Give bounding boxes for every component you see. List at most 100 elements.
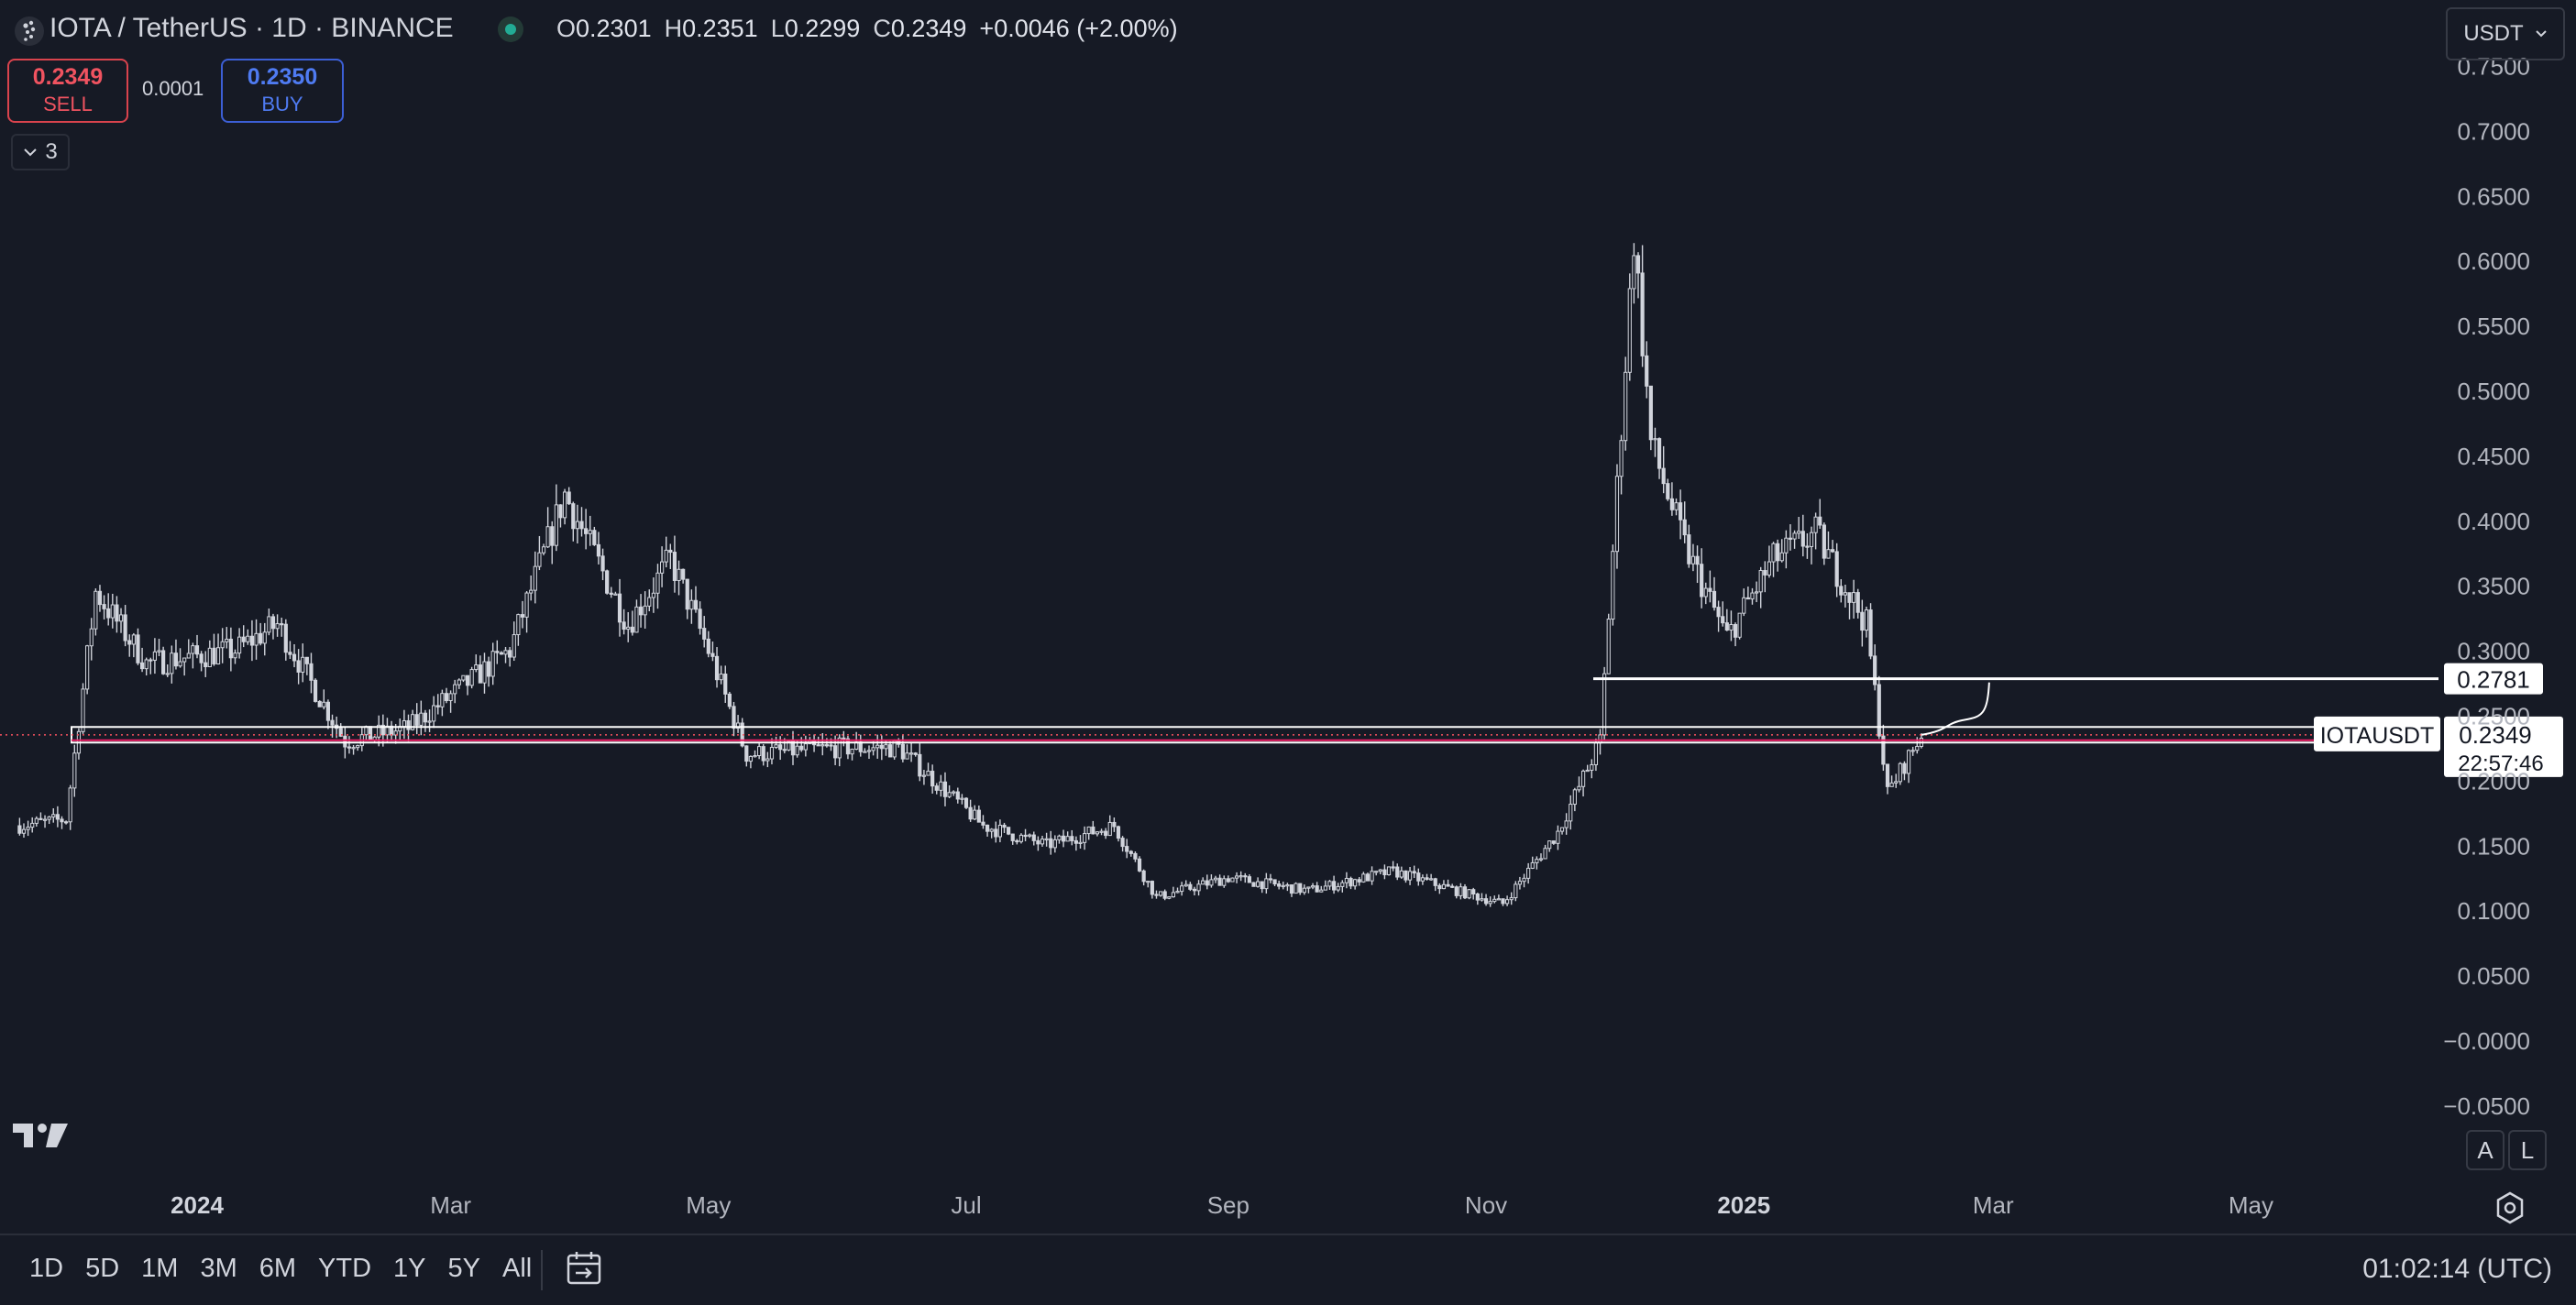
- candle-body: [963, 797, 969, 808]
- candle: [1243, 872, 1248, 883]
- candle-body: [1031, 834, 1036, 841]
- iota-logo-icon: [15, 16, 44, 46]
- candle: [1822, 522, 1826, 565]
- ohlc-open-label: O: [556, 15, 577, 42]
- range-tab-6m[interactable]: 6M: [259, 1254, 297, 1283]
- auto-scale-button[interactable]: A: [2466, 1130, 2504, 1170]
- candle-body: [1703, 587, 1708, 598]
- settings-icon[interactable]: [2492, 1190, 2528, 1226]
- candle: [1467, 889, 1471, 900]
- candle: [672, 535, 677, 593]
- candle-body: [68, 787, 72, 823]
- price-axis: 0.7500 0.7000 0.6500 0.6000 0.5500 0.5000 0.45…: [2443, 53, 2530, 1120]
- candle: [270, 613, 276, 640]
- candle: [1162, 889, 1167, 901]
- candle: [1556, 825, 1560, 850]
- candle-body: [681, 568, 686, 580]
- range-tab-3m[interactable]: 3M: [200, 1254, 237, 1283]
- time-tick-label: 2024: [171, 1191, 224, 1219]
- candle-body: [1158, 891, 1163, 896]
- candle-body: [1306, 886, 1311, 889]
- candle: [1742, 588, 1746, 617]
- candle: [1433, 877, 1437, 892]
- candle-body: [748, 755, 754, 762]
- candle-body: [664, 549, 668, 563]
- currency-select[interactable]: USDT: [2446, 7, 2565, 60]
- symbol-title[interactable]: IOTA / TetherUS · 1D · BINANCE: [50, 13, 454, 43]
- candle: [406, 714, 411, 742]
- candle-body: [1632, 255, 1636, 290]
- candle-body: [842, 737, 846, 740]
- candle-body: [1679, 502, 1683, 521]
- candle: [1606, 613, 1611, 674]
- range-tab-5d[interactable]: 5D: [85, 1254, 120, 1283]
- candle: [1852, 579, 1856, 620]
- candle: [634, 599, 639, 633]
- candle: [254, 619, 259, 660]
- candle-body: [626, 626, 631, 631]
- candle-body: [1721, 616, 1725, 624]
- level-price-tag: 0.2781: [2457, 666, 2530, 694]
- candle-body: [554, 504, 558, 546]
- log-scale-button[interactable]: L: [2508, 1130, 2547, 1170]
- candle-body: [1446, 883, 1450, 887]
- candle: [106, 593, 111, 626]
- candle-body: [787, 740, 791, 751]
- candle-body: [1661, 467, 1666, 485]
- candle-body: [1572, 789, 1577, 806]
- candle: [1007, 827, 1011, 836]
- calendar-goto-icon[interactable]: [565, 1248, 603, 1287]
- candle: [1323, 880, 1327, 891]
- market-status-icon[interactable]: [498, 16, 523, 42]
- candle: [1695, 545, 1700, 584]
- candle-body: [1086, 826, 1091, 835]
- candle: [1374, 871, 1379, 876]
- candle-body: [1133, 852, 1138, 860]
- candle: [419, 700, 424, 736]
- utc-clock[interactable]: 01:02:14 (UTC): [2362, 1254, 2552, 1284]
- candle: [127, 634, 132, 657]
- candle-body: [1323, 885, 1327, 891]
- candle: [1834, 543, 1839, 598]
- range-tab-all[interactable]: All: [502, 1254, 533, 1283]
- candle-body: [246, 635, 250, 642]
- buy-button[interactable]: 0.2350 BUY: [221, 59, 344, 123]
- candle-body: [908, 752, 914, 755]
- candle-body: [347, 746, 352, 749]
- candle-body: [1154, 894, 1159, 896]
- candle: [1708, 570, 1712, 603]
- candle-body: [351, 747, 356, 750]
- price-tick-label: 0.3000: [2457, 638, 2530, 665]
- indicators-toggle-button[interactable]: 3: [11, 134, 70, 170]
- sell-label: SELL: [43, 93, 93, 115]
- sell-button[interactable]: 0.2349 SELL: [7, 59, 128, 123]
- candle: [1645, 341, 1649, 399]
- range-tab-1m[interactable]: 1M: [141, 1254, 179, 1283]
- candle-body: [1530, 861, 1535, 869]
- candle: [1483, 894, 1489, 906]
- candle: [1902, 761, 1907, 781]
- candle-body: [34, 817, 39, 824]
- candle-body: [338, 728, 343, 737]
- candle: [233, 649, 237, 664]
- ohlc-low: 0.2299: [784, 15, 861, 42]
- range-tab-1d[interactable]: 1D: [29, 1254, 64, 1283]
- range-tab-5y[interactable]: 5Y: [447, 1254, 481, 1283]
- candle: [21, 823, 27, 839]
- candle-body: [1577, 785, 1581, 791]
- price-tick-label: 0.7500: [2457, 53, 2530, 81]
- candle: [267, 609, 271, 636]
- candle: [520, 600, 525, 629]
- candle-body: [1264, 878, 1269, 890]
- candle: [989, 828, 994, 839]
- candle-body: [588, 530, 592, 534]
- tradingview-logo-icon[interactable]: [13, 1120, 72, 1151]
- candle-body: [161, 650, 166, 674]
- candle: [790, 730, 796, 765]
- range-tab-1y[interactable]: 1Y: [393, 1254, 426, 1283]
- candle-body: [1860, 611, 1865, 631]
- candle-body: [900, 743, 905, 760]
- candle-body: [630, 626, 634, 633]
- range-tab-ytd[interactable]: YTD: [318, 1254, 372, 1283]
